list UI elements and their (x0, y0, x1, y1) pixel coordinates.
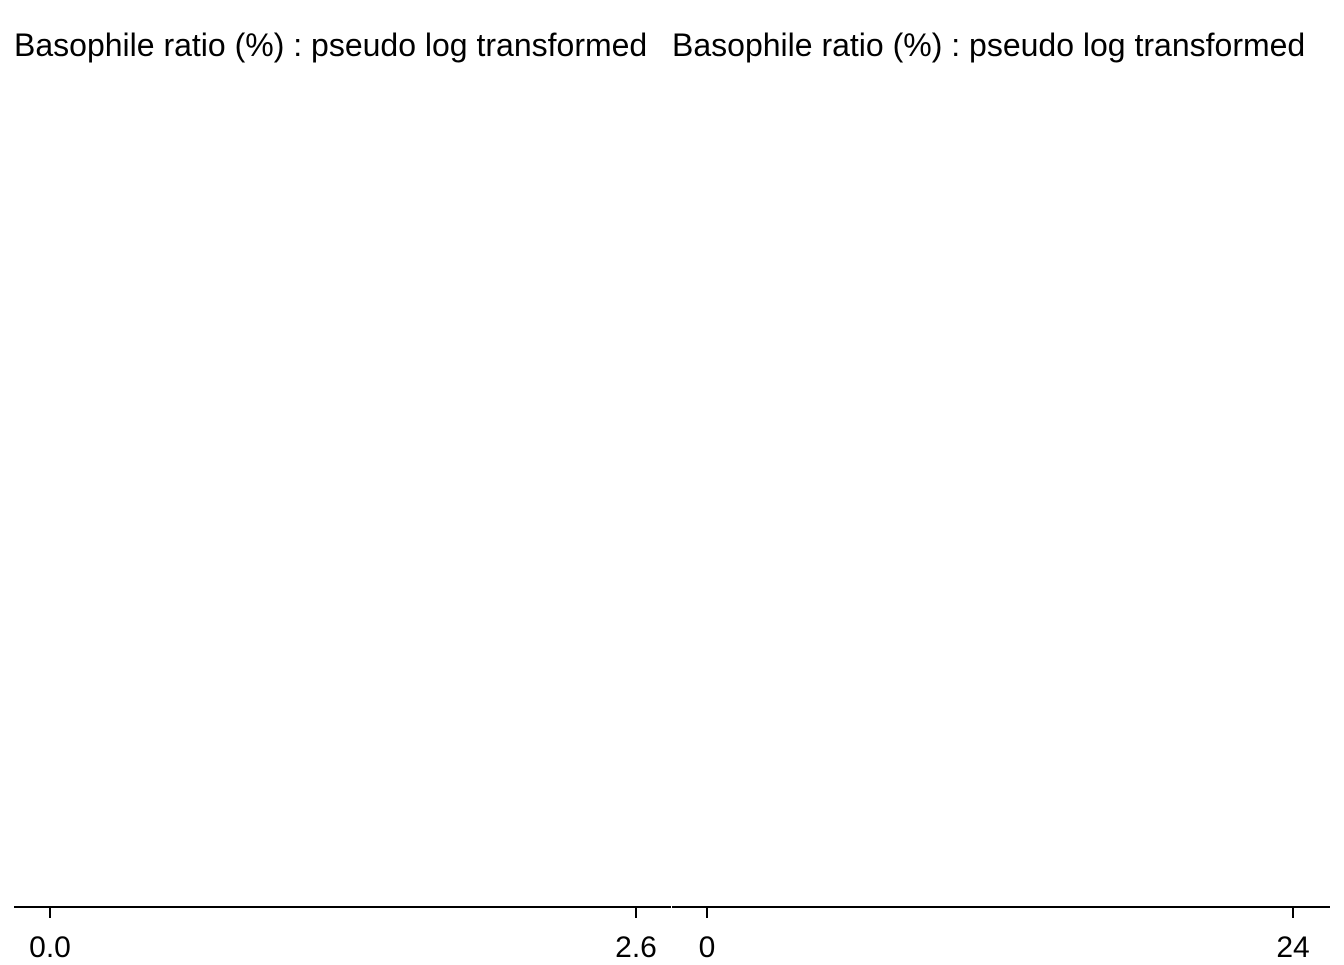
panel-left: Basophile ratio (%) : pseudo log transfo… (14, 27, 671, 964)
panel-right: Basophile ratio (%) : pseudo log transfo… (672, 27, 1330, 964)
panel-left-x-tick-label-1: 2.6 (615, 931, 657, 960)
panel-right-x-tick-label-1: 24 (1276, 931, 1309, 960)
panel-right-title: Basophile ratio (%) : pseudo log transfo… (672, 27, 1305, 63)
panel-left-title: Basophile ratio (%) : pseudo log transfo… (14, 27, 647, 63)
panel-right-x-tick-label-0: 0 (699, 931, 716, 960)
panel-left-x-tick-label-0: 0.0 (29, 931, 71, 960)
